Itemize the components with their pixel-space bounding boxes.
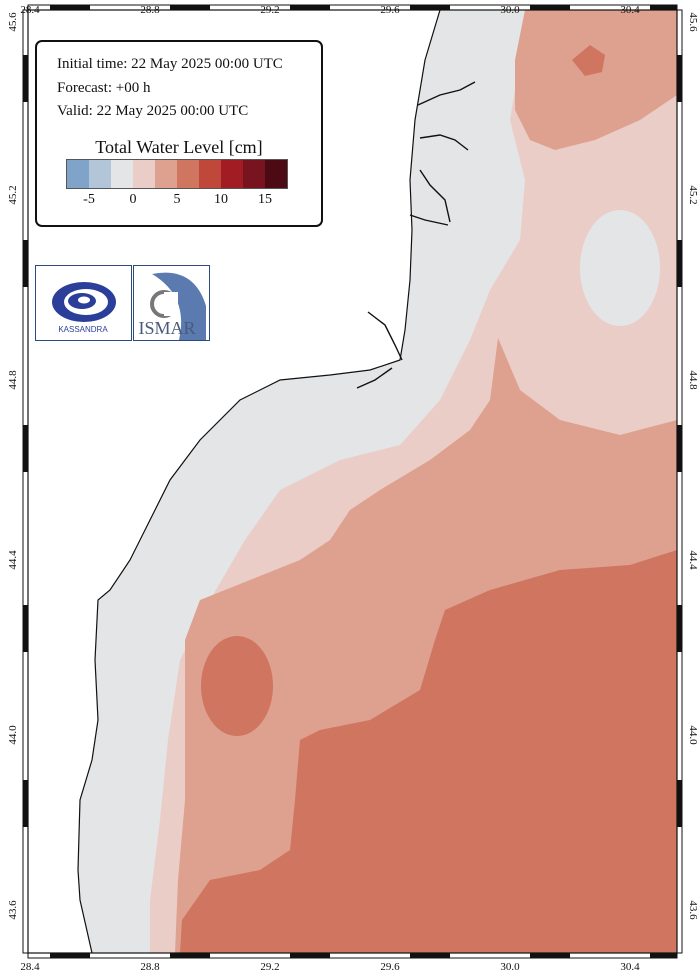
frame-block [23,605,28,652]
lat-tick-right: 44.4 [687,550,699,570]
legend-tick: -5 [83,192,95,207]
kassandra-logo: KASSANDRA [35,265,132,341]
lon-tick-top: 29.2 [260,4,279,16]
frame-block [677,605,682,652]
lon-tick-top: 29.6 [380,4,400,16]
info-panel: Initial time: 22 May 2025 00:00 UTC Fore… [35,40,323,227]
lat-tick-left: 44.0 [7,725,19,745]
frame-block [23,780,28,827]
lat-tick-left: 43.6 [7,900,19,920]
legend-swatch [265,160,287,188]
legend-swatch [111,160,133,188]
legend-swatch [133,160,155,188]
sea-zone-zero-blob [580,210,660,326]
frame-block [677,425,682,472]
initial-time-text: Initial time: 22 May 2025 00:00 UTC [57,56,283,72]
legend-tick: 10 [214,192,228,207]
ismar-logo: ISMAR [133,265,210,341]
lon-tick-top: 30.0 [500,4,520,16]
legend-title: Total Water Level [cm] [95,137,263,157]
frame-block [50,953,90,958]
land-area [28,10,440,953]
frame-block [677,55,682,102]
river-channels [356,81,476,389]
frame-block [677,780,682,827]
frame-block [23,240,28,287]
legend-colorbar [66,159,288,189]
sea-zone-pos5-top [515,10,677,150]
lon-tick-top: 28.4 [20,4,40,16]
frame-block [290,953,330,958]
lon-tick-bottom: 30.0 [500,961,520,973]
lat-tick-right: 45.6 [687,12,699,32]
kassandra-logo-text: KASSANDRA [58,325,108,334]
lat-tick-left: 44.8 [7,370,19,390]
lon-tick-bottom: 29.2 [260,961,279,973]
lat-tick-left: 44.4 [7,550,19,570]
legend-swatch [221,160,243,188]
axis-tick-labels: 28.4 28.4 28.8 28.8 29.2 29.2 29.6 29.6 30.0 30.0… [7,4,699,973]
sea-zone-pos7 [180,550,677,953]
legend-tick: 15 [258,192,272,207]
frame-block [23,55,28,102]
frame-checker [23,5,682,958]
sea-zone-pos7-blob [201,636,273,736]
lon-tick-bottom: 30.4 [620,961,640,973]
lat-tick-left: 45.2 [7,185,19,204]
legend-tick: 5 [173,192,181,207]
map-frame [22,4,683,959]
lat-tick-right: 44.8 [687,370,699,390]
frame-block [290,5,330,10]
frame-block [170,953,210,958]
lat-tick-right: 43.6 [687,900,699,920]
legend-swatch [199,160,221,188]
lon-tick-bottom: 29.6 [380,961,400,973]
lon-tick-top: 28.8 [140,4,160,16]
valid-time-text: Valid: 22 May 2025 00:00 UTC [57,103,249,119]
frame-block [530,953,570,958]
frame-block [170,5,210,10]
frame-block [650,953,677,958]
coastline [77,10,441,953]
ismar-logo-text: ISMAR [138,318,195,338]
frame-block [410,5,450,10]
frame-block [50,5,90,10]
frame-block [23,425,28,472]
legend-swatch [177,160,199,188]
lat-tick-left: 45.6 [7,12,19,32]
frame-block [530,5,570,10]
frame-block [650,5,677,10]
lon-tick-bottom: 28.8 [140,961,160,973]
sea-field [28,10,677,953]
frame-block [410,953,450,958]
legend-swatch [155,160,177,188]
lon-tick-top: 30.4 [620,4,640,16]
legend-swatch [89,160,111,188]
legend-swatch [67,160,89,188]
legend-tick: 0 [129,192,137,207]
frame-block [677,240,682,287]
legend-swatch [243,160,265,188]
lon-tick-bottom: 28.4 [20,961,40,973]
forecast-text: Forecast: +00 h [57,80,151,96]
lat-tick-right: 44.0 [687,725,699,745]
lat-tick-right: 45.2 [687,185,699,204]
sea-zone-pos7-top [572,45,605,76]
